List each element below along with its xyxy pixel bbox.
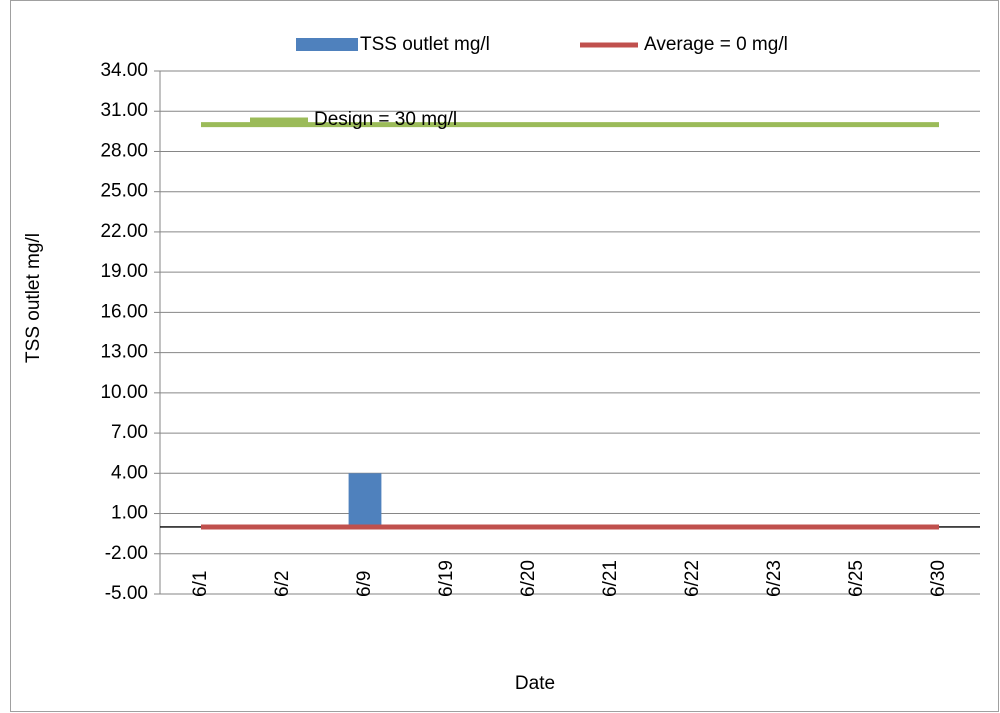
y-tick-label: 4.00 [111,462,148,483]
x-tick-label: 6/1 [190,571,211,597]
x-tick-label: 6/2 [272,571,293,597]
x-tick-label: 6/22 [682,560,703,597]
y-tick-label: -2.00 [105,543,148,564]
y-tick-label: 16.00 [100,301,148,322]
y-tick-label: 13.00 [100,342,148,363]
y-tick-label: -5.00 [105,583,148,604]
y-tick-label: 10.00 [100,382,148,403]
x-tick-label: 6/20 [518,560,539,597]
y-tick-label: 31.00 [100,100,148,121]
legend-label: Average = 0 mg/l [644,34,788,55]
y-tick-label: 19.00 [100,261,148,282]
legend-label: TSS outlet mg/l [360,34,490,55]
x-axis-title: Date [515,673,555,694]
legend-swatch [296,38,358,51]
y-tick-label: 34.00 [100,60,148,81]
x-tick-label: 6/23 [764,560,785,597]
y-axis-title: TSS outlet mg/l [23,233,44,363]
x-tick-label: 6/30 [928,560,949,597]
x-tick-label: 6/19 [436,560,457,597]
chart-frame [10,0,999,712]
legend-label: Design = 30 mg/l [314,109,457,130]
y-tick-label: 25.00 [100,181,148,202]
y-tick-label: 22.00 [100,221,148,242]
y-tick-label: 1.00 [111,503,148,524]
y-tick-label: 7.00 [111,422,148,443]
x-tick-label: 6/21 [600,560,621,597]
x-tick-label: 6/9 [354,571,375,597]
y-tick-label: 28.00 [100,140,148,161]
bar [348,473,382,527]
x-tick-label: 6/25 [846,560,867,597]
